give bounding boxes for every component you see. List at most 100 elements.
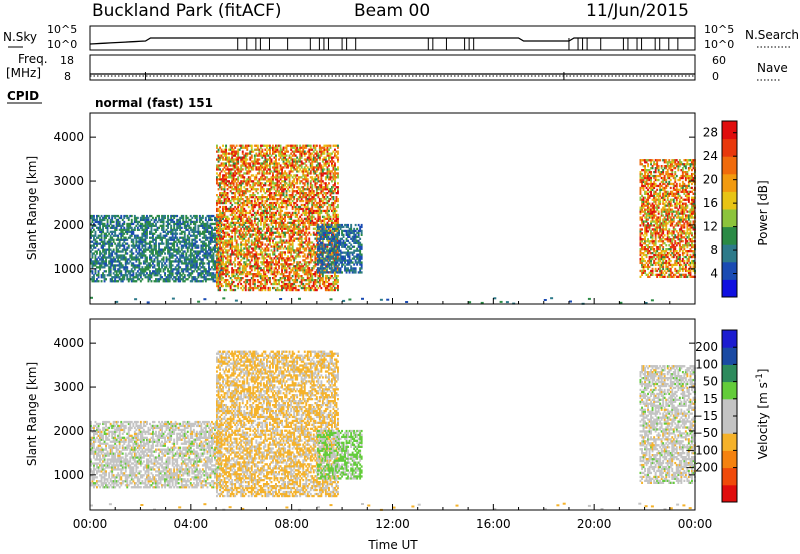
echo-cell <box>177 258 180 261</box>
echo-cell <box>212 248 215 251</box>
echo-cell <box>232 162 235 165</box>
echo-cell <box>111 262 114 265</box>
echo-cell <box>314 245 317 248</box>
echo-cell <box>177 262 180 265</box>
echo-cell <box>294 237 297 240</box>
echo-cell <box>94 254 97 257</box>
echo-cell <box>126 242 129 245</box>
echo-cell <box>306 245 309 248</box>
echo-cell <box>309 217 312 220</box>
echo-cell <box>290 235 293 238</box>
echo-cell <box>261 156 264 159</box>
echo-cell <box>228 180 231 183</box>
echo-cell <box>152 260 154 263</box>
echo-cell <box>276 273 279 276</box>
echo-cell <box>174 266 177 269</box>
echo-cell <box>279 154 282 157</box>
echo-cell <box>209 216 212 220</box>
echo-cell <box>225 263 228 266</box>
echo-cell <box>161 258 164 261</box>
echo-cell <box>250 241 253 244</box>
echo-cell <box>240 164 243 167</box>
echo-cell <box>308 168 311 171</box>
echo-cell <box>279 233 282 236</box>
echo-cell <box>91 248 94 251</box>
echo-cell <box>209 246 212 249</box>
echo-cell <box>147 264 150 267</box>
echo-cell <box>256 265 259 268</box>
echo-cell <box>192 222 195 226</box>
echo-cell <box>294 227 297 230</box>
echo-cell <box>308 172 311 175</box>
echo-cell <box>220 235 223 238</box>
echo-cell <box>138 268 141 271</box>
echo-cell <box>229 223 232 226</box>
echo-cell <box>212 276 215 279</box>
echo-cell <box>194 250 197 253</box>
echo-cell <box>244 245 247 248</box>
echo-cell <box>223 269 226 272</box>
echo-cell <box>250 150 253 153</box>
echo-cell <box>240 198 243 201</box>
echo-cell <box>179 236 182 239</box>
echo-cell <box>255 239 258 242</box>
echo-cell <box>194 258 197 261</box>
echo-cell <box>253 263 256 266</box>
echo-cell <box>267 217 270 220</box>
echo-cell <box>255 237 258 240</box>
nsearch-tick-top: 10^5 <box>704 23 734 36</box>
echo-cell <box>285 257 288 260</box>
echo-cell <box>288 182 291 185</box>
echo-cell <box>311 205 314 209</box>
echo-cell <box>250 213 253 217</box>
echo-cell <box>212 252 215 255</box>
echo-cell <box>231 241 234 244</box>
echo-cell <box>264 148 267 151</box>
echo-cell <box>258 198 261 201</box>
echo-cell <box>97 260 100 263</box>
echo-cell <box>173 240 176 243</box>
echo-cell <box>262 184 265 187</box>
echo-cell <box>261 166 264 169</box>
echo-cell <box>237 247 240 250</box>
echo-cell <box>282 231 285 234</box>
echo-cell <box>96 258 98 261</box>
echo-cell <box>194 236 197 239</box>
echo-cell <box>185 254 188 257</box>
echo-cell <box>226 172 229 175</box>
echo-cell <box>305 144 308 147</box>
echo-cell <box>93 246 95 249</box>
echo-cell <box>219 237 222 240</box>
echo-cell <box>244 273 247 276</box>
echo-cell <box>96 278 98 281</box>
echo-cell <box>228 225 231 228</box>
echo-cell <box>231 148 234 151</box>
echo-cell <box>299 160 302 163</box>
echo-cell <box>162 216 165 220</box>
echo-cell <box>309 241 312 244</box>
echo-cell <box>243 146 246 149</box>
echo-cell <box>237 249 240 252</box>
echo-cell <box>192 250 195 253</box>
echo-cell <box>194 230 197 233</box>
echo-cell <box>296 261 299 264</box>
echo-cell <box>278 253 281 256</box>
echo-cell <box>303 269 306 272</box>
echo-cell <box>247 286 250 290</box>
echo-cell <box>211 222 213 226</box>
echo-cell <box>176 260 179 263</box>
echo-cell <box>244 172 247 175</box>
echo-cell <box>276 172 279 175</box>
echo-cell <box>195 256 198 259</box>
echo-cell <box>139 218 142 222</box>
echo-cell <box>300 217 303 220</box>
echo-cell <box>165 260 168 263</box>
echo-cell <box>297 275 300 278</box>
echo-cell <box>141 214 144 218</box>
echo-cell <box>177 278 180 281</box>
echo-cell <box>262 221 265 224</box>
echo-cell <box>191 276 194 279</box>
echo-cell <box>246 253 249 256</box>
echo-cell <box>102 230 105 233</box>
echo-cell <box>314 198 317 201</box>
